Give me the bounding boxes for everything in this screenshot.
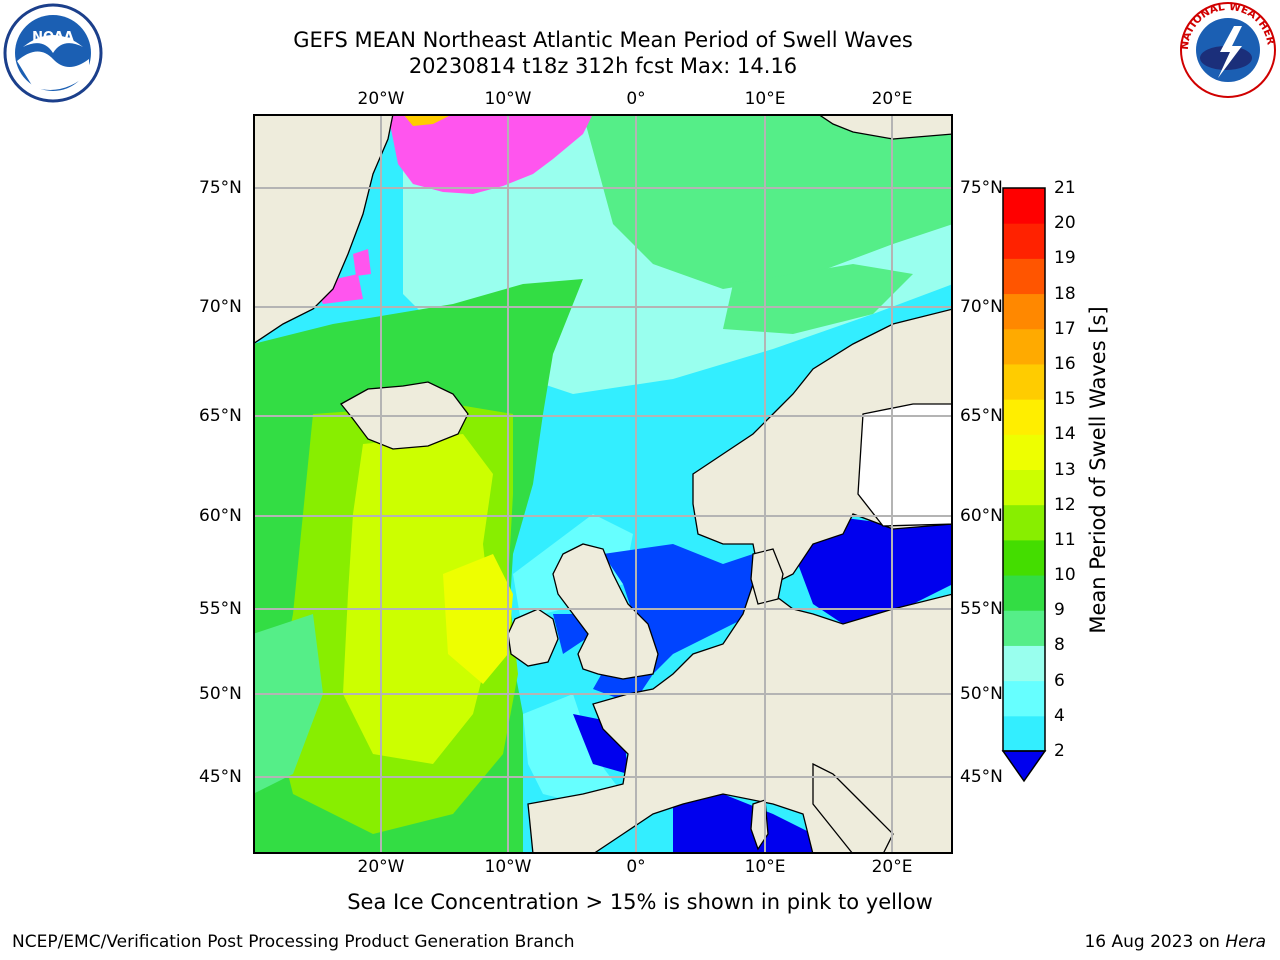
- lon-tick-top: 10°E: [744, 89, 786, 109]
- colorbar-tick-label: 4: [1054, 705, 1065, 726]
- colorbar-band: [1003, 293, 1045, 330]
- colorbar-band: [1003, 610, 1045, 646]
- colorbar-band: [1003, 399, 1045, 435]
- swell-zone-green-west: [253, 614, 323, 794]
- swell-zone-baltic: [783, 514, 953, 624]
- colorbar-band: [1003, 469, 1045, 506]
- swell-zone-yellow-peak: [443, 554, 513, 684]
- lon-tick-bottom: 20°W: [357, 857, 405, 877]
- lon-tick-top: 20°E: [871, 89, 913, 109]
- noaa-logo-text: NOAA: [32, 30, 74, 45]
- colorbar-label: Mean Period of Swell Waves [s]: [1086, 306, 1110, 634]
- colorbar-tick-label: 20: [1054, 213, 1076, 234]
- colorbar-band: [1003, 575, 1045, 611]
- colorbar-tick-label: 16: [1054, 353, 1076, 374]
- colorbar-tick-label: 8: [1054, 635, 1065, 656]
- lon-tick-bottom: 20°E: [871, 857, 913, 877]
- colorbar-tick-label: 2: [1054, 741, 1065, 761]
- nws-logo: NATIONAL WEATHER SERVICE: [1178, 0, 1277, 98]
- colorbar: [1001, 187, 1047, 783]
- colorbar-tick-label: 14: [1054, 424, 1076, 445]
- colorbar-tick-label: 10: [1054, 565, 1076, 586]
- figure-subtitle: 20230814 t18z 312h fcst Max: 14.16: [408, 54, 798, 78]
- footer-credit: NCEP/EMC/Verification Post Processing Pr…: [12, 932, 575, 952]
- colorbar-band: [1003, 680, 1045, 717]
- sea-ice-edge: [403, 114, 453, 126]
- lon-tick-bottom: 10°E: [744, 857, 786, 877]
- lat-tick-right: 65°N: [960, 406, 1003, 426]
- lat-tick-right: 45°N: [960, 767, 1003, 787]
- lon-tick-bottom: 10°W: [484, 857, 532, 877]
- colorbar-tick-label: 17: [1054, 318, 1076, 339]
- graticule: [253, 114, 953, 854]
- lon-tick-top: 20°W: [357, 89, 405, 109]
- swell-zone-green-north: [723, 264, 913, 334]
- colorbar-band: [1003, 188, 1045, 224]
- colorbar-extend-triangle: [1001, 750, 1047, 783]
- colorbar-tick-label: 21: [1054, 178, 1076, 198]
- colorbar-tick-label: 18: [1054, 283, 1076, 304]
- colorbar-frame: [1002, 187, 1046, 752]
- lon-tick-top: 0°: [626, 89, 646, 109]
- lat-tick-right: 55°N: [960, 599, 1003, 619]
- colorbar-band: [1003, 715, 1045, 752]
- lon-tick-bottom: 0°: [626, 857, 646, 877]
- lat-tick-right: 50°N: [960, 684, 1003, 704]
- colorbar-band: [1003, 504, 1045, 541]
- lat-tick-left: 60°N: [199, 506, 242, 526]
- colorbar-tick-label: 13: [1054, 459, 1076, 480]
- colorbar-tick-label: 11: [1054, 529, 1076, 550]
- colorbar-band: [1003, 258, 1045, 295]
- lat-tick-left: 65°N: [199, 406, 242, 426]
- colorbar-band: [1003, 223, 1045, 259]
- colorbar-band: [1003, 645, 1045, 682]
- colorbar-tick-label: 9: [1054, 600, 1065, 621]
- colorbar-band: [1003, 363, 1045, 400]
- colorbar-tick-label: 6: [1054, 670, 1065, 691]
- colorbar-tick-label: 12: [1054, 494, 1076, 515]
- sea-ice-zone: [353, 249, 371, 276]
- noaa-logo: NOAA: [3, 3, 103, 103]
- sea-ice-zone: [388, 114, 593, 194]
- lat-tick-left: 70°N: [199, 297, 242, 317]
- sea-ice-note: Sea Ice Concentration > 15% is shown in …: [347, 890, 933, 914]
- lat-tick-right: 75°N: [960, 178, 1003, 198]
- swell-zone-green-north: [583, 114, 953, 289]
- lat-tick-left: 45°N: [199, 767, 242, 787]
- colorbar-band: [1003, 434, 1045, 470]
- lat-tick-right: 70°N: [960, 297, 1003, 317]
- colorbar-band: [1003, 328, 1045, 365]
- lat-tick-left: 75°N: [199, 178, 242, 198]
- lat-tick-left: 50°N: [199, 684, 242, 704]
- lat-tick-left: 55°N: [199, 599, 242, 619]
- lat-tick-right: 60°N: [960, 506, 1003, 526]
- colorbar-tick-label: 15: [1054, 389, 1076, 410]
- swell-period-map: [253, 114, 953, 854]
- colorbar-band: [1003, 539, 1045, 576]
- no-data-area: [857, 403, 953, 527]
- footer-machine: Hera: [1225, 932, 1266, 952]
- lon-tick-top: 10°W: [484, 89, 532, 109]
- figure-title: GEFS MEAN Northeast Atlantic Mean Period…: [293, 28, 913, 52]
- footer-date: 16 Aug 2023 on Hera: [1084, 932, 1266, 952]
- footer-date-text: 16 Aug 2023 on: [1084, 932, 1226, 952]
- map-frame: [253, 114, 953, 854]
- colorbar-tick-label: 19: [1054, 248, 1076, 269]
